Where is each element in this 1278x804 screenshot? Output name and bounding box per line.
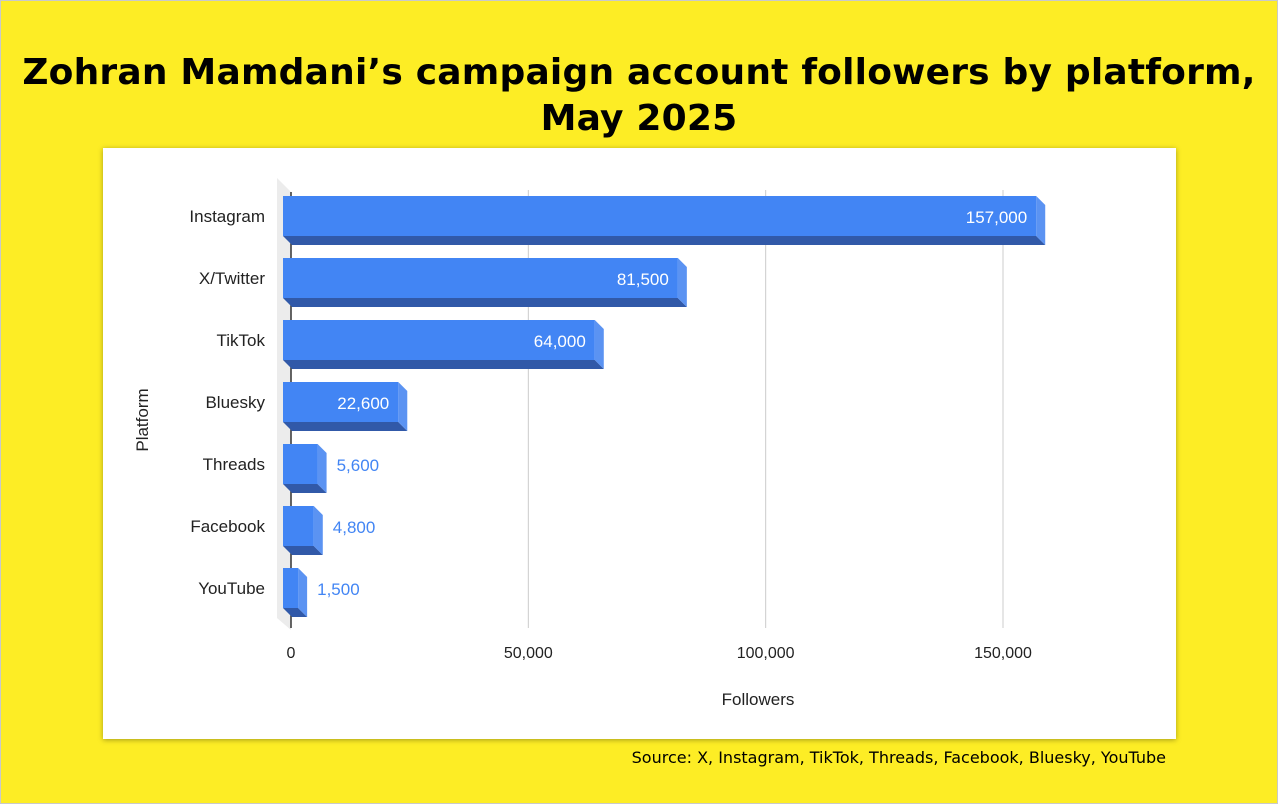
bar-youtube — [283, 568, 308, 617]
data-label: 81,500 — [617, 270, 669, 289]
bar-bottom-face — [283, 608, 308, 617]
bar-bottom-face — [283, 360, 604, 369]
bar-side-face — [1036, 196, 1046, 245]
x-tick-label: 50,000 — [504, 645, 553, 662]
bar-chart: 0 50,000 100,000 150,000 Instagram 157,000 X/T… — [133, 178, 1046, 709]
bar-side-face — [594, 320, 604, 369]
bar-front-face — [283, 382, 399, 422]
bar-tiktok — [283, 320, 604, 369]
bar-side-face — [317, 444, 327, 493]
x-tick-label: 150,000 — [974, 645, 1032, 662]
x-tick-label: 100,000 — [737, 645, 795, 662]
bar-instagram — [283, 196, 1046, 245]
data-label: 4,800 — [333, 518, 376, 537]
chart-title: Zohran Mamdani’s campaign account follow… — [22, 52, 1256, 139]
bar-bluesky — [283, 382, 408, 431]
y-tick-label: Facebook — [190, 517, 265, 536]
data-label: 1,500 — [317, 580, 360, 599]
data-label: 157,000 — [966, 208, 1027, 227]
data-label: 22,600 — [337, 394, 389, 413]
bar-bottom-face — [283, 236, 1046, 245]
y-tick-label: Bluesky — [205, 393, 265, 412]
bar-x-twitter — [283, 258, 687, 307]
bar-side-face — [298, 568, 308, 617]
y-tick-label: Threads — [203, 455, 265, 474]
bar-bottom-face — [283, 298, 687, 307]
x-tick-label: 0 — [287, 645, 296, 662]
y-tick-label: Instagram — [189, 207, 265, 226]
bar-side-face — [313, 506, 323, 555]
bar-bottom-face — [283, 546, 323, 555]
data-label: 64,000 — [534, 332, 586, 351]
bar-facebook — [283, 506, 323, 555]
y-tick-label: X/Twitter — [199, 269, 265, 288]
bar-front-face — [283, 320, 595, 360]
bar-front-face — [283, 568, 299, 608]
bar-side-face — [398, 382, 408, 431]
data-label: 5,600 — [337, 456, 380, 475]
source-note: Source: X, Instagram, TikTok, Threads, F… — [631, 748, 1166, 767]
bar-bottom-face — [283, 422, 408, 431]
bar-side-face — [677, 258, 687, 307]
bar-threads — [283, 444, 327, 493]
bar-front-face — [283, 444, 318, 484]
bar-front-face — [283, 506, 314, 546]
bars — [283, 196, 1046, 617]
labels: 0 50,000 100,000 150,000 Instagram 157,000 X/T… — [189, 207, 1032, 662]
gridlines — [527, 190, 1004, 628]
bar-bottom-face — [283, 484, 327, 493]
chart-card: 0 50,000 100,000 150,000 Instagram 157,000 X/T… — [103, 148, 1176, 739]
y-axis-title: Platform — [133, 388, 152, 451]
y-tick-label: YouTube — [198, 579, 265, 598]
bar-front-face — [283, 196, 1037, 236]
x-axis-title: Followers — [722, 690, 795, 709]
bar-front-face — [283, 258, 678, 298]
y-tick-label: TikTok — [217, 331, 266, 350]
